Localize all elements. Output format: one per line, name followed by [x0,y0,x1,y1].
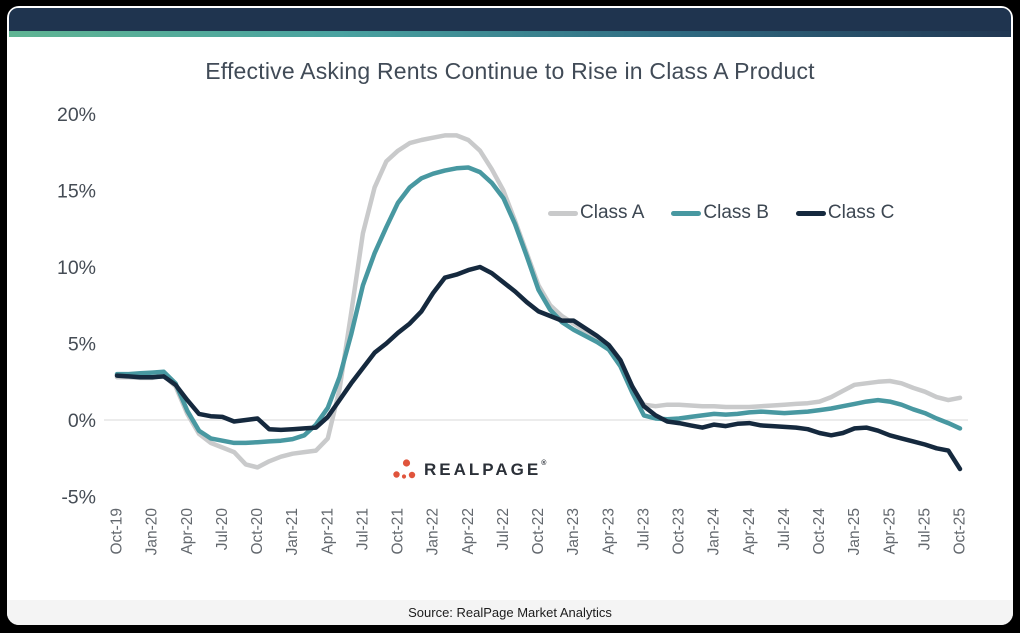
realpage-logo: REALPAGE® [392,455,549,484]
x-axis-label: Oct-22 [530,508,547,555]
source-text: Source: RealPage Market Analytics [408,605,612,620]
header-bar [9,8,1011,31]
x-axis-label: Apr-23 [600,508,617,555]
class-c-line-swatch-icon [795,210,826,216]
class-a-line [114,133,963,470]
x-axis-label: Apr-25 [881,508,898,555]
x-axis-label: Jan-24 [706,508,723,556]
x-axis-label: Jan-25 [846,508,863,555]
legend-label: Class B [703,202,769,223]
x-axis-label: Oct-19 [109,508,126,555]
x-axis-label: Oct-23 [671,508,688,555]
x-axis-label: Jan-23 [565,508,582,555]
y-axis-label: -5% [61,487,96,509]
legend-item-class-a: Class A [548,202,644,224]
y-axis-label: 0% [68,410,96,432]
chart-card: Effective Asking Rents Continue to Rise … [7,6,1013,625]
x-axis-label: Oct-24 [811,508,828,555]
class-a-line-swatch-icon [548,210,578,216]
x-axis-label: Jan-21 [284,508,301,555]
x-axis-label: Jul-23 [635,508,652,550]
x-axis-label: Apr-22 [460,508,477,555]
legend-item-class-b: Class B [671,202,769,224]
footer: Source: RealPage Market Analytics [7,600,1013,625]
realpage-wordmark: REALPAGE® [424,459,550,479]
chart-title: Effective Asking Rents Continue to Rise … [205,58,815,84]
legend-label: Class C [827,202,895,223]
x-axis-label: Jul-21 [354,508,371,550]
realpage-dots-icon [393,459,416,479]
x-axis-label: Apr-21 [319,508,336,555]
x-axis-label: Jul-24 [776,508,793,551]
y-axis-label: 5% [68,334,96,356]
x-axis-label: Apr-24 [741,508,758,555]
gradient-stripe [9,31,1011,37]
class-b-line-swatch-icon [671,210,702,216]
y-axis-label: 15% [57,181,96,203]
y-axis-label: 20% [57,104,96,126]
x-axis-label: Oct-21 [390,508,407,555]
y-axis-label: 10% [57,257,96,279]
x-axis-label: Apr-20 [179,508,196,555]
class-b-line [114,165,963,446]
legend-item-class-c: Class C [795,202,895,224]
chart-svg: 20% 15% 10% 5% 0% -5% Oct-19 Jan-20 Apr-20 Jul-20… [57,104,969,556]
x-axis-label: Oct-20 [249,508,266,555]
trademark-symbol: ® [541,459,550,467]
legend: Class A Class B Class C [548,202,894,224]
x-axis-label: Jul-25 [916,508,933,550]
x-axis-label: Oct-25 [952,508,969,555]
legend-label: Class A [580,202,645,223]
x-axis-label: Jan-22 [425,508,442,555]
x-axis-label: Jul-20 [214,508,231,551]
class-c-line [114,264,963,472]
x-axis-label: Jul-22 [495,508,512,550]
x-axis-label: Jan-20 [144,508,161,556]
